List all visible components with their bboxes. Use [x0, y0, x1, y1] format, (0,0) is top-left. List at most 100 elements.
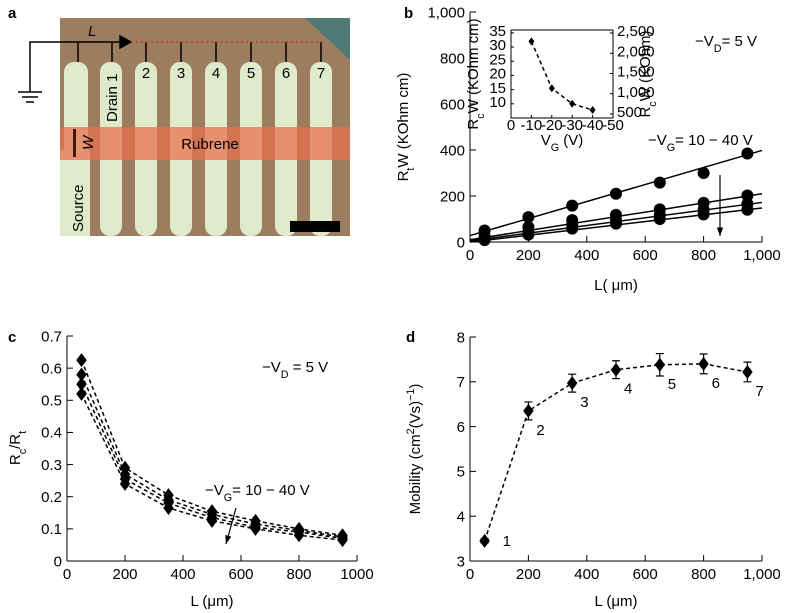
data-point	[528, 37, 535, 46]
x-tick-label: 0	[466, 566, 474, 583]
length-label: L	[88, 23, 96, 40]
y-tick-label: 0	[457, 234, 465, 251]
data-point	[566, 222, 579, 235]
label-part: L	[594, 277, 602, 294]
y-tick-label: 0.1	[41, 521, 62, 538]
y-tick-label: 25	[489, 51, 506, 68]
data-point	[589, 106, 596, 115]
y-tick-label: 10	[489, 94, 506, 111]
y-tick-label: 7	[457, 374, 465, 391]
label-part: V	[541, 132, 551, 149]
label-part: L (μm)	[190, 593, 233, 610]
label-part: D	[714, 43, 722, 55]
data-point	[163, 500, 174, 515]
x-tick-label: 0	[466, 247, 474, 264]
source-label: Source	[70, 184, 87, 232]
chart: 0 200 400 600 800 1,000 3 4 5 6 7 8 L (μm) Mobility (…	[405, 329, 781, 610]
panel-letter: b	[404, 5, 413, 22]
x-tick-label: 400	[574, 247, 599, 264]
panel-letter: c	[8, 329, 16, 346]
label-part: (V)	[559, 132, 583, 149]
y-tick-label: 400	[440, 142, 465, 159]
label-part: )	[407, 384, 424, 389]
electrode-label: 2	[142, 65, 150, 82]
rubrene-crystal	[60, 127, 350, 160]
data-point	[697, 167, 710, 179]
data-point	[653, 213, 666, 225]
x-tick-label: -50	[602, 117, 624, 134]
data-point	[76, 367, 87, 382]
scale-bar	[290, 221, 340, 232]
label-part: −V	[262, 359, 281, 376]
x-axis-label: L( μm)	[594, 277, 638, 294]
x-tick-label: 400	[574, 566, 599, 583]
label-part: ( μm)	[603, 277, 638, 294]
label-part: = 10 − 40 V	[675, 132, 753, 149]
label-part: R	[637, 107, 654, 118]
x-tick-label: 600	[228, 566, 253, 583]
y-tick-label: 0.3	[41, 457, 62, 474]
y-axis-label: RtW (KOhm cm)	[395, 73, 417, 182]
data-point	[293, 528, 305, 543]
device-image: a L Drain 1 2 3 4 5 6 7 W Rubrene Source	[8, 5, 350, 236]
arrow-head	[225, 535, 232, 544]
y-tick-label: 0.4	[41, 425, 62, 442]
data-point	[479, 533, 490, 548]
y-tick-label: 5	[457, 464, 465, 481]
electrode-label: 5	[247, 65, 255, 82]
label-part: G	[667, 142, 675, 154]
y-tick-label: 0.2	[41, 489, 62, 506]
label-part: R	[395, 170, 412, 181]
x-axis-label: VG (V)	[541, 132, 584, 154]
label-part: W (KOhm cm)	[395, 73, 412, 168]
label-part: t	[405, 168, 417, 171]
y-tick-label: 30	[489, 37, 506, 54]
x-tick-label: 200	[112, 566, 137, 583]
label-part: c	[647, 101, 659, 107]
y2-tick-label: 1,000	[617, 84, 655, 101]
y-tick-label: 0.7	[41, 328, 62, 345]
data-point	[206, 513, 218, 528]
y-tick-label: 8	[457, 329, 465, 346]
y-tick-label: 0.6	[41, 360, 62, 377]
y-axis-label: Rc/Rt	[7, 431, 29, 465]
y-tick-label: 800	[440, 50, 465, 67]
label-part: L (μm)	[594, 593, 637, 610]
ground-wiring	[18, 34, 322, 103]
data-point	[741, 189, 754, 202]
electrode-label: 3	[177, 65, 185, 82]
label-part: −V	[648, 132, 667, 149]
y-tick-label: 4	[457, 508, 465, 525]
y-tick-label: 6	[457, 419, 465, 436]
y-tick-label: 200	[440, 188, 465, 205]
x-tick-label: 600	[633, 566, 658, 583]
x-tick-label: -20	[541, 117, 563, 134]
label-part: W (KOhm cm)	[465, 18, 482, 113]
data-point	[522, 211, 535, 224]
y-axis-label: Mobility (cm2(Vs)−1)	[405, 384, 424, 515]
data-point	[566, 199, 579, 212]
point-label: 3	[580, 394, 588, 411]
y2-axis-label: RcW (KOhm)	[637, 30, 659, 117]
label-part: G	[551, 142, 559, 154]
width-label: W	[80, 134, 97, 150]
x-tick-label: 200	[516, 247, 541, 264]
data-point	[76, 353, 87, 368]
annotation: −VD= 5 V	[695, 33, 757, 55]
label-part: D	[281, 369, 289, 381]
x-tick-label: 200	[516, 566, 541, 583]
photo-corner	[305, 18, 350, 60]
label-part: R	[465, 119, 482, 130]
data-point	[522, 228, 535, 241]
data-point	[741, 147, 754, 160]
label-part: = 5 V	[722, 33, 757, 50]
x-tick-label: 1,000	[743, 566, 781, 583]
data-point	[76, 377, 87, 392]
x-tick-label: 1000	[340, 566, 373, 583]
x-axis-label: L (μm)	[594, 593, 637, 610]
data-point	[76, 386, 87, 401]
x-tick-label: 800	[286, 566, 311, 583]
x-tick-label: 800	[691, 566, 716, 583]
data-point	[654, 357, 666, 372]
